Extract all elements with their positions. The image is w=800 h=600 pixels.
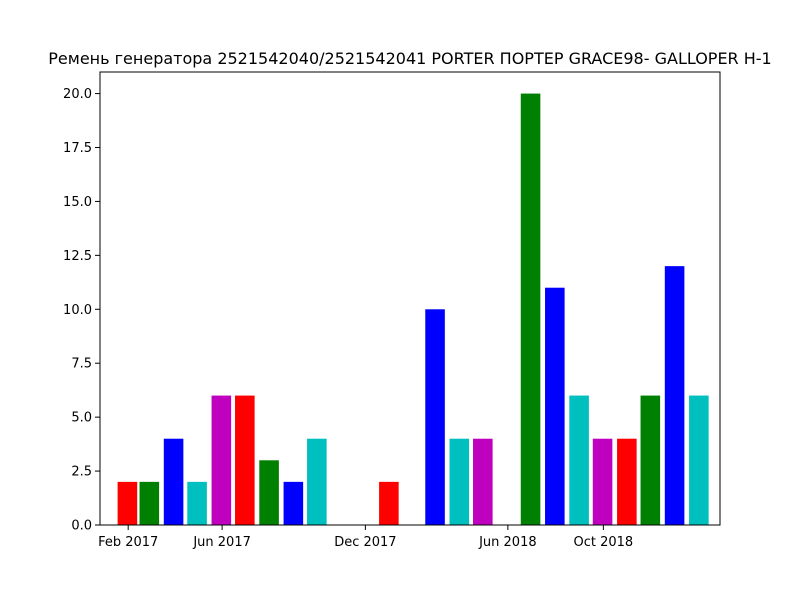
y-tick-label: 15.0 [63,195,92,210]
chart-title: Ремень генератора 2521542040/2521542041 … [48,49,771,68]
x-tick-label: Dec 2017 [334,535,396,550]
bar-2018-09-30 [592,438,613,525]
bar-2018-04-30 [473,438,493,525]
plot-frame [99,71,721,526]
bar-group [117,93,709,525]
bar-2018-11-30 [640,395,661,525]
bar-2019-01-31 [689,395,709,525]
y-tick-label: 2.5 [71,465,92,480]
bar-2018-08-31 [569,395,589,525]
bar-2017-12-31 [379,481,399,525]
bar-2017-04-30 [187,481,207,525]
bar-2018-06-30 [520,93,541,525]
bar-2017-03-31 [163,438,184,525]
x-tick-label: Feb 2017 [98,535,158,550]
y-tick-label: 10.0 [63,303,92,318]
y-tick-label: 20.0 [63,87,92,102]
bar-2018-07-31 [545,287,565,525]
bar-2017-08-31 [283,481,304,525]
y-tick-label: 0.0 [71,519,92,534]
bar-2018-02-28 [425,309,445,525]
y-tick-label: 7.5 [71,357,92,372]
bar-2017-06-30 [235,395,255,525]
x-axis: Feb 2017 Jun 2017 Dec 2017 Jun 2018 Oct 2018 [98,525,633,550]
bar-2017-02-28 [139,481,160,525]
bar-2017-09-30 [307,438,327,525]
x-tick-label: Oct 2018 [574,535,634,550]
y-tick-label: 12.5 [63,249,92,264]
bar-2017-01-31 [117,481,138,525]
y-axis: 0.0 2.5 5.0 7.5 10.0 12.5 15.0 17.5 20.0 [63,87,100,534]
x-tick-label: Jun 2018 [478,535,537,550]
bar-2018-03-31 [449,438,470,525]
bar-2018-12-31 [664,266,685,525]
x-tick-label: Jun 2017 [192,535,251,550]
y-tick-label: 17.5 [63,141,92,156]
bar-2018-10-31 [617,438,637,525]
bar-2017-07-31 [259,460,279,525]
bar-2017-05-31 [211,395,232,525]
y-tick-label: 5.0 [71,411,92,426]
